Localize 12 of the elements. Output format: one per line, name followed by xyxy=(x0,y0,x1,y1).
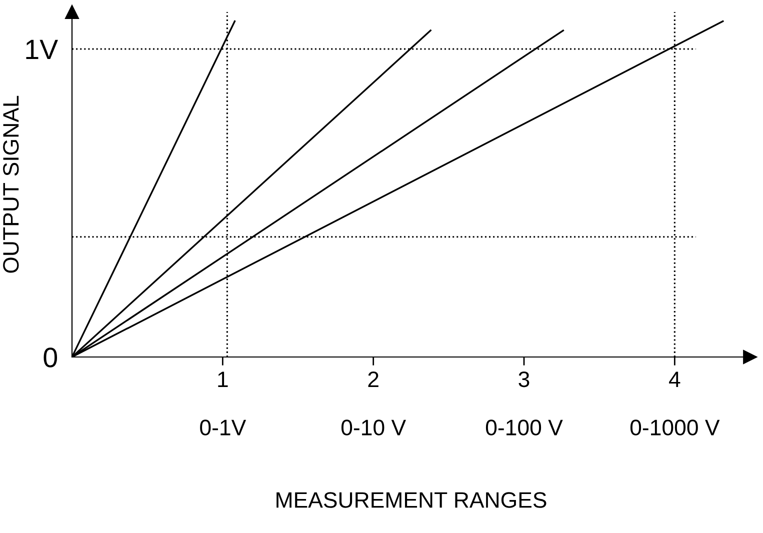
text: 0-1000 V xyxy=(630,420,720,436)
x-axis-title: MEASUREMENT RANGES xyxy=(276,492,546,508)
text: 0-100 V xyxy=(486,420,563,436)
y-tick-label: 1V xyxy=(26,40,58,60)
x-tick-label: 4 xyxy=(669,372,680,387)
y-tick-label: 0 xyxy=(44,348,58,368)
text: 0-1V xyxy=(200,420,246,436)
x-tick-label: 1 xyxy=(218,372,228,387)
text: 0-10 V xyxy=(341,420,406,436)
x-tick-label: 3 xyxy=(518,371,530,388)
y-axis-title: OUTPUT SIGNAL xyxy=(3,96,19,273)
x-tick-label: 2 xyxy=(368,371,378,387)
